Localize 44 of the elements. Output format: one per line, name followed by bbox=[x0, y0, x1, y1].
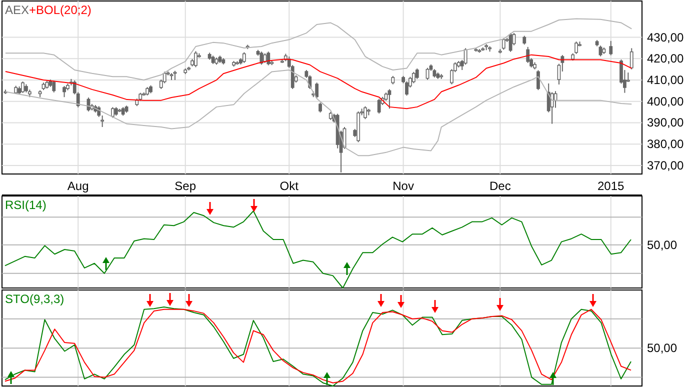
y-tick-label: 370,00 bbox=[647, 158, 684, 172]
candlestick bbox=[263, 52, 267, 64]
text: +BOL(20;2) bbox=[29, 3, 92, 17]
y-tick-label: 380,00 bbox=[647, 137, 684, 152]
candlestick bbox=[598, 45, 602, 57]
text: RSI(14) bbox=[5, 198, 46, 212]
candlestick bbox=[21, 81, 24, 94]
candlestick bbox=[111, 106, 114, 118]
text: AEX bbox=[5, 3, 30, 17]
x-tick-label: Dec bbox=[489, 179, 511, 193]
x-tick-label: 2015 bbox=[598, 179, 625, 193]
candlestick bbox=[526, 46, 530, 64]
candlestick bbox=[536, 70, 540, 91]
candlestick bbox=[502, 38, 506, 50]
x-tick-label: Okt bbox=[280, 179, 300, 193]
series-label: STO(9,3,3) bbox=[5, 292, 64, 306]
candlestick bbox=[242, 52, 246, 64]
y-tick-label: 420,00 bbox=[647, 52, 684, 66]
y-tick-label: 390,00 bbox=[647, 116, 684, 130]
candlestick bbox=[412, 71, 416, 84]
candlestick bbox=[377, 98, 381, 114]
candlestick bbox=[318, 102, 322, 113]
candlestick bbox=[609, 40, 613, 56]
candlestick bbox=[62, 86, 66, 98]
line-series bbox=[4, 18, 632, 81]
text: 50,00 bbox=[647, 341, 678, 356]
y-tick-label: 410,00 bbox=[647, 73, 684, 88]
candlestick bbox=[315, 82, 319, 99]
y-tick-label: 430,00 bbox=[647, 30, 684, 44]
y-tick-label: 400,00 bbox=[647, 94, 684, 108]
text: 50,00 bbox=[647, 238, 678, 252]
candlestick bbox=[100, 114, 104, 128]
x-tick-label: Aug bbox=[67, 179, 89, 193]
line-series bbox=[4, 69, 632, 156]
candlestick bbox=[266, 51, 270, 66]
candlestick bbox=[550, 92, 554, 124]
candlestick bbox=[194, 50, 198, 68]
candlestick bbox=[415, 68, 419, 80]
x-tick-label: Sep bbox=[174, 179, 196, 193]
candlestick bbox=[364, 106, 367, 120]
candlestick bbox=[52, 80, 56, 93]
candlestick bbox=[630, 48, 634, 70]
candlestick bbox=[574, 41, 578, 54]
x-tick-label: Nov bbox=[392, 179, 414, 193]
